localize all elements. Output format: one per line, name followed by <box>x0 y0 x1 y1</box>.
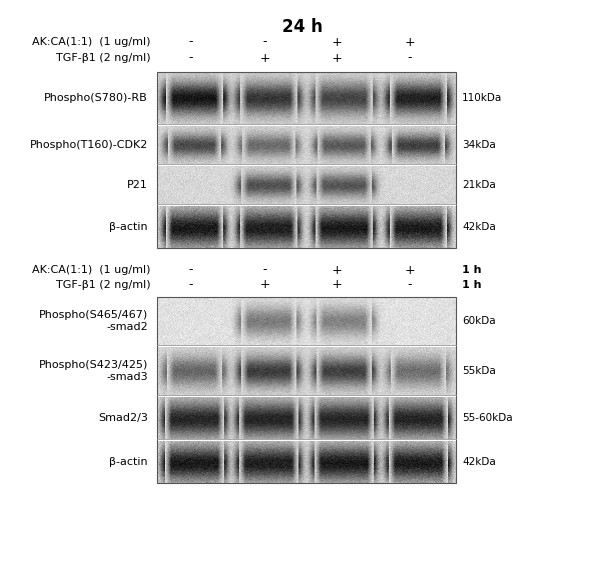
Text: 1 h: 1 h <box>462 265 481 275</box>
Text: 42kDa: 42kDa <box>462 222 496 232</box>
Text: β-actin: β-actin <box>109 457 148 467</box>
Text: 34kDa: 34kDa <box>462 140 496 150</box>
Text: +: + <box>332 264 342 276</box>
Text: -: - <box>407 51 412 65</box>
Text: TGF-β1 (2 ng/ml): TGF-β1 (2 ng/ml) <box>56 53 151 63</box>
Text: Smad2/3: Smad2/3 <box>98 413 148 423</box>
Text: Phospho(S780)-RB: Phospho(S780)-RB <box>44 93 148 103</box>
Text: TGF-β1 (2 ng/ml): TGF-β1 (2 ng/ml) <box>56 280 151 290</box>
Text: Phospho(T160)-CDK2: Phospho(T160)-CDK2 <box>30 140 148 150</box>
Text: -: - <box>188 36 193 48</box>
Text: +: + <box>259 51 270 65</box>
Text: -: - <box>407 279 412 292</box>
Text: -: - <box>188 51 193 65</box>
Text: -: - <box>188 264 193 276</box>
Text: +: + <box>332 279 342 292</box>
Text: Phospho(S423/425)
-smad3: Phospho(S423/425) -smad3 <box>39 360 148 382</box>
Text: 1 h: 1 h <box>462 280 481 290</box>
Text: +: + <box>332 51 342 65</box>
Text: 55-60kDa: 55-60kDa <box>462 413 513 423</box>
Text: AK:CA(1:1)  (1 ug/ml): AK:CA(1:1) (1 ug/ml) <box>33 37 151 47</box>
Bar <box>157 72 456 248</box>
Text: 60kDa: 60kDa <box>462 316 496 326</box>
Text: 42kDa: 42kDa <box>462 457 496 467</box>
Text: +: + <box>332 36 342 48</box>
Text: +: + <box>404 264 415 276</box>
Text: 55kDa: 55kDa <box>462 366 496 376</box>
Text: Phospho(S465/467)
-smad2: Phospho(S465/467) -smad2 <box>39 310 148 332</box>
Text: P21: P21 <box>127 180 148 190</box>
Bar <box>157 297 456 483</box>
Text: +: + <box>259 279 270 292</box>
Text: -: - <box>262 264 267 276</box>
Text: AK:CA(1:1)  (1 ug/ml): AK:CA(1:1) (1 ug/ml) <box>33 265 151 275</box>
Text: -: - <box>262 36 267 48</box>
Text: 24 h: 24 h <box>281 18 323 36</box>
Text: 110kDa: 110kDa <box>462 93 503 103</box>
Text: β-actin: β-actin <box>109 222 148 232</box>
Text: 21kDa: 21kDa <box>462 180 496 190</box>
Text: +: + <box>404 36 415 48</box>
Text: -: - <box>188 279 193 292</box>
